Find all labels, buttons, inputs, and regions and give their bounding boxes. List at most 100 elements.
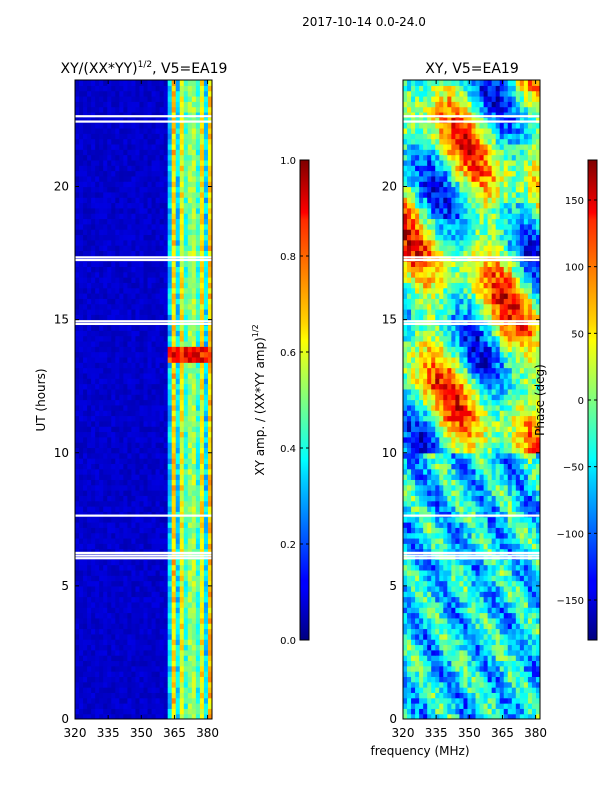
heatmap-cell bbox=[171, 175, 177, 182]
heatmap-cell bbox=[103, 277, 108, 283]
heatmap-cell bbox=[195, 127, 201, 134]
heatmap-cell bbox=[443, 585, 448, 592]
heatmap-cell bbox=[143, 601, 149, 608]
heatmap-cell bbox=[179, 277, 185, 283]
heatmap-cell bbox=[119, 495, 124, 502]
heatmap-cell bbox=[443, 671, 448, 677]
heatmap-cell bbox=[203, 287, 209, 294]
heatmap-cell bbox=[155, 500, 161, 507]
heatmap-cell bbox=[195, 218, 201, 225]
heatmap-cell bbox=[111, 484, 116, 491]
heatmap-cell bbox=[207, 255, 212, 262]
heatmap-cell bbox=[99, 394, 104, 401]
heatmap-cell bbox=[115, 687, 120, 693]
heatmap-cell bbox=[135, 633, 141, 640]
heatmap-cell bbox=[423, 703, 428, 709]
heatmap-cell bbox=[175, 207, 181, 214]
heatmap-cell bbox=[107, 495, 112, 502]
heatmap-cell bbox=[115, 495, 120, 502]
heatmap-cell bbox=[123, 474, 128, 480]
heatmap-cell bbox=[135, 479, 141, 486]
heatmap-cell bbox=[135, 255, 141, 262]
heatmap-cell bbox=[439, 585, 444, 592]
heatmap-cell bbox=[99, 463, 104, 470]
heatmap-cell bbox=[167, 197, 173, 204]
heatmap-cell bbox=[159, 703, 165, 709]
heatmap-cell bbox=[431, 601, 436, 608]
heatmap-cell bbox=[103, 154, 108, 161]
heatmap-cell bbox=[207, 159, 212, 166]
heatmap-cell bbox=[187, 138, 193, 145]
heatmap-cell bbox=[187, 633, 193, 640]
heatmap-cell bbox=[139, 649, 145, 656]
heatmap-cell bbox=[147, 149, 153, 156]
heatmap-cell bbox=[187, 527, 193, 534]
heatmap-cell bbox=[199, 692, 205, 699]
heatmap-cell bbox=[131, 580, 137, 587]
heatmap-cell bbox=[179, 378, 185, 385]
heatmap-cell bbox=[99, 527, 104, 534]
heatmap-cell bbox=[183, 271, 189, 278]
heatmap-cell bbox=[87, 186, 92, 193]
heatmap-cell bbox=[127, 101, 133, 108]
heatmap-cell bbox=[103, 617, 108, 624]
heatmap-cell bbox=[115, 623, 120, 630]
heatmap-cell bbox=[75, 138, 80, 145]
heatmap-cell bbox=[107, 372, 112, 379]
heatmap-cell bbox=[123, 442, 128, 449]
heatmap-cell bbox=[147, 463, 153, 470]
heatmap-cell bbox=[195, 197, 201, 204]
heatmap-cell bbox=[107, 213, 112, 220]
heatmap-cell bbox=[495, 687, 501, 693]
heatmap-cell bbox=[91, 202, 96, 209]
heatmap-cell bbox=[99, 468, 104, 475]
heatmap-cell bbox=[203, 314, 209, 321]
heatmap-cell bbox=[195, 532, 201, 539]
heatmap-cell bbox=[131, 639, 137, 646]
heatmap-cell bbox=[83, 708, 88, 715]
heatmap-cell bbox=[167, 431, 173, 438]
heatmap-cell bbox=[439, 671, 444, 677]
heatmap-cell bbox=[87, 420, 92, 427]
heatmap-cell bbox=[167, 500, 173, 507]
heatmap-cell bbox=[171, 580, 177, 587]
heatmap-cell bbox=[147, 420, 153, 427]
heatmap-cell bbox=[147, 181, 153, 188]
heatmap-cell bbox=[515, 649, 521, 656]
heatmap-cell bbox=[491, 601, 497, 608]
heatmap-cell bbox=[111, 639, 116, 646]
heatmap-cell bbox=[147, 218, 153, 225]
heatmap-cell bbox=[155, 394, 161, 401]
heatmap-cell bbox=[87, 266, 92, 273]
heatmap-cell bbox=[107, 671, 112, 677]
heatmap-cell bbox=[203, 628, 209, 635]
heatmap-cell bbox=[467, 681, 473, 688]
heatmap-cell bbox=[519, 708, 525, 715]
heatmap-cell bbox=[95, 687, 100, 693]
heatmap-cell bbox=[111, 335, 116, 342]
heatmap-cell bbox=[99, 506, 104, 512]
heatmap-cell bbox=[191, 186, 197, 193]
heatmap-cell bbox=[199, 564, 205, 571]
heatmap-cell bbox=[155, 202, 161, 209]
heatmap-cell bbox=[103, 324, 108, 331]
heatmap-cell bbox=[195, 607, 201, 614]
heatmap-cell bbox=[75, 346, 80, 353]
heatmap-cell bbox=[171, 245, 177, 251]
heatmap-cell bbox=[103, 553, 108, 560]
heatmap-cell bbox=[175, 601, 181, 608]
heatmap-cell bbox=[135, 277, 141, 283]
heatmap-cell bbox=[111, 383, 116, 390]
heatmap-cell bbox=[135, 436, 141, 443]
heatmap-cell bbox=[119, 335, 124, 342]
heatmap-cell bbox=[135, 154, 141, 161]
heatmap-cell bbox=[127, 122, 133, 129]
heatmap-cell bbox=[131, 165, 137, 172]
heatmap-cell bbox=[403, 628, 408, 635]
heatmap-cell bbox=[439, 703, 444, 709]
heatmap-cell bbox=[143, 649, 149, 656]
heatmap-cell bbox=[87, 138, 92, 145]
heatmap-cell bbox=[187, 255, 193, 262]
heatmap-cell bbox=[503, 660, 509, 667]
heatmap-cell bbox=[111, 293, 116, 299]
